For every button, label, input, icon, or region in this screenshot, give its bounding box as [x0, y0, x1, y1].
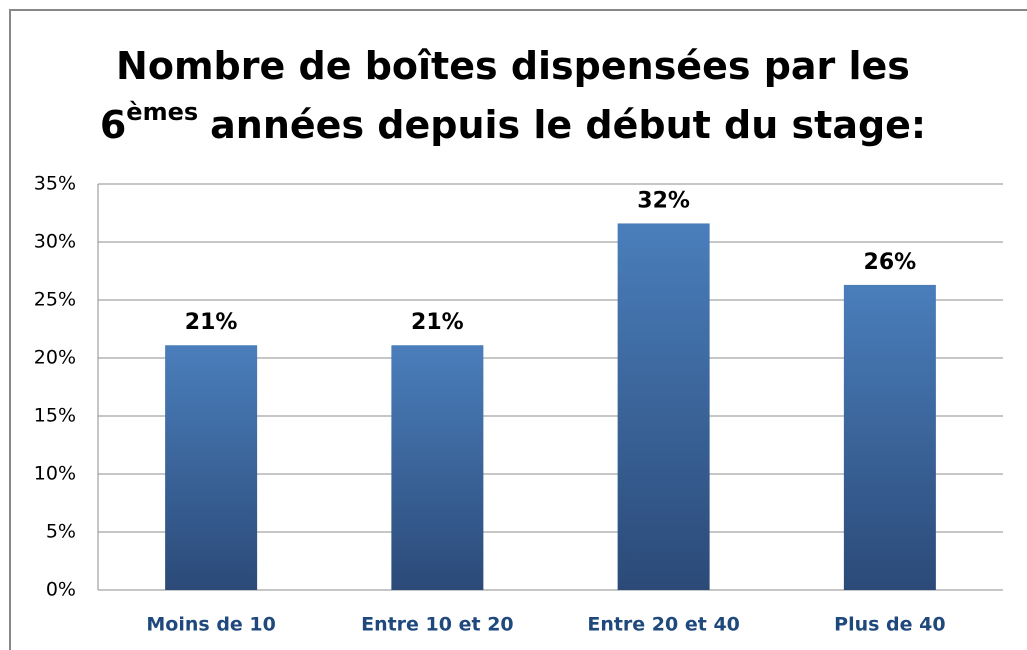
- value-label: 21%: [185, 310, 238, 335]
- y-tick-label: 35%: [34, 173, 76, 195]
- y-tick-label: 25%: [34, 289, 76, 311]
- title-line: Nombre de boîtes dispensées par les: [116, 44, 910, 88]
- y-tick-label: 10%: [34, 463, 76, 485]
- title-superscript: èmes: [126, 98, 198, 126]
- x-tick-label: Moins de 10: [146, 614, 275, 636]
- x-tick-label: Entre 10 et 20: [361, 614, 514, 636]
- bar: [165, 345, 258, 590]
- chart-title: Nombre de boîtes dispensées par les: [116, 44, 910, 88]
- y-tick-label: 0%: [46, 579, 76, 601]
- y-tick-label: 30%: [34, 231, 76, 253]
- bar: [391, 345, 484, 590]
- x-tick-label: Entre 20 et 40: [587, 614, 740, 636]
- title-part: 6: [100, 103, 126, 147]
- chart-title: 6èmes années depuis le début du stage:: [100, 98, 926, 147]
- bar: [843, 284, 936, 590]
- y-tick-label: 15%: [34, 405, 76, 427]
- x-tick-label: Plus de 40: [834, 614, 945, 636]
- value-label: 32%: [637, 188, 690, 213]
- y-tick-label: 5%: [46, 521, 76, 543]
- y-tick-label: 20%: [34, 347, 76, 369]
- value-label: 21%: [411, 310, 464, 335]
- title-part: années depuis le début du stage:: [210, 103, 926, 147]
- bar: [617, 223, 710, 590]
- value-label: 26%: [864, 250, 917, 275]
